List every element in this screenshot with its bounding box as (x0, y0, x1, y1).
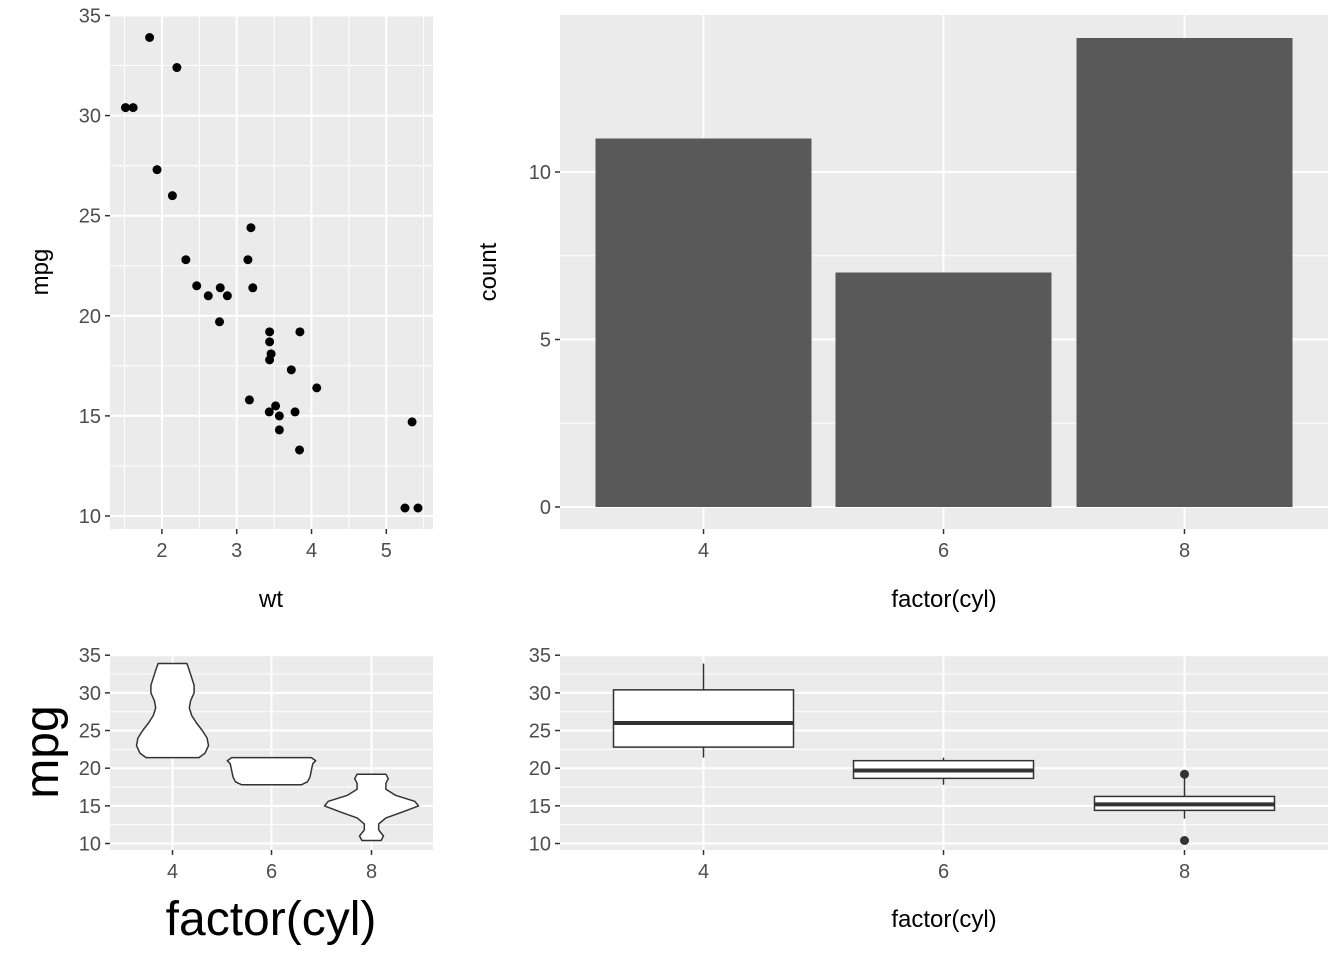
scatter-point (286, 365, 296, 375)
x-tick-label-violin: 6 (266, 861, 277, 883)
scatter-point (215, 317, 225, 327)
box-4 (612, 689, 795, 748)
x-gridlines-scatter (160, 15, 388, 529)
y-tick-label-box: 25 (529, 721, 551, 743)
x-tick-label-box: 8 (1179, 861, 1190, 883)
scatter-point (295, 445, 305, 455)
scatter-point (271, 401, 281, 411)
x-axis-title-scatter: wt (258, 586, 283, 613)
y-tick-label-violin: 20 (79, 758, 101, 780)
boxes (612, 663, 1276, 845)
y-tick-label-violin: 25 (79, 721, 101, 743)
violins (135, 662, 420, 842)
scatter-point (243, 255, 253, 265)
x-tick-label-scatter: 3 (231, 540, 242, 562)
bar-4 (595, 138, 812, 507)
outlier-point (1180, 769, 1189, 779)
scatter-point (400, 503, 410, 513)
y-axis-title-scatter: mpg (27, 249, 54, 296)
y-tick-label-bar: 5 (540, 330, 551, 352)
panel-background-scatter (110, 15, 433, 529)
bars (595, 38, 1293, 507)
x-tick-label-bar: 8 (1179, 540, 1190, 562)
x-tick-label-box: 6 (938, 861, 949, 883)
x-tick-label-scatter: 4 (306, 540, 317, 562)
y-gridlines-scatter (110, 14, 433, 518)
y-tick-label-box: 35 (529, 645, 551, 667)
x-tick-label-violin: 4 (167, 861, 178, 883)
scatter-point (265, 355, 275, 365)
x-axis-title-violin: factor(cyl) (166, 893, 377, 946)
x-tick-label-violin: 8 (366, 861, 377, 883)
x-tick-label-scatter: 2 (156, 540, 167, 562)
bar-6 (835, 272, 1052, 507)
violin-4 (135, 662, 210, 759)
scatter-point (312, 383, 322, 393)
scatter-point (181, 255, 191, 265)
y-tick-label-scatter: 30 (79, 106, 101, 128)
violin-6 (226, 756, 317, 786)
outlier-point (1180, 836, 1189, 845)
scatter-point (248, 283, 258, 293)
scatter-point (264, 407, 274, 417)
y-tick-label-scatter: 15 (79, 406, 101, 428)
y-tick-label-scatter: 10 (79, 506, 101, 528)
y-tick-label-violin: 10 (79, 834, 101, 856)
y-axis-title-bar: count (475, 242, 502, 301)
x-tick-label-box: 4 (698, 861, 709, 883)
violin-8 (323, 773, 420, 842)
x-axis-title-bar: factor(cyl) (891, 586, 996, 613)
y-tick-label-bar: 10 (529, 162, 551, 184)
y-tick-label-scatter: 20 (79, 306, 101, 328)
scatter-point (121, 103, 130, 113)
x-tick-label-bar: 4 (698, 540, 709, 562)
scatter-point (203, 291, 213, 301)
scatter-point (290, 407, 300, 417)
scatter-point (215, 283, 225, 293)
y-tick-label-violin: 35 (79, 645, 101, 667)
scatter-point (407, 417, 417, 427)
scatter-point (172, 63, 182, 73)
scatter-point (246, 223, 256, 233)
y-axis-title-violin: mpg (16, 705, 69, 798)
y-tick-label-box: 10 (529, 834, 551, 856)
y-tick-label-scatter: 25 (79, 206, 101, 228)
scatter-point (222, 291, 232, 301)
scatter-points (121, 33, 423, 513)
scatter-point (274, 411, 284, 421)
y-tick-label-violin: 15 (79, 796, 101, 818)
scatter-point (244, 395, 254, 405)
scatter-point (167, 191, 177, 201)
y-tick-label-bar: 0 (540, 497, 551, 519)
scatter-point (274, 425, 284, 435)
scatter-point (295, 327, 305, 337)
y-tick-label-box: 20 (529, 758, 551, 780)
x-axis-title-box: factor(cyl) (891, 906, 996, 933)
x-minor-gridlines-scatter (124, 15, 425, 529)
y-tick-label-scatter: 35 (79, 5, 101, 27)
scatter-point (265, 327, 275, 337)
x-tick-label-bar: 6 (938, 540, 949, 562)
y-tick-label-box: 15 (529, 796, 551, 818)
x-tick-label-scatter: 5 (381, 540, 392, 562)
bar-8 (1076, 38, 1293, 507)
scatter-point (265, 337, 275, 347)
y-tick-label-violin: 30 (79, 683, 101, 705)
scatter-point (192, 281, 202, 291)
scatter-point (152, 165, 162, 175)
scatter-point (413, 503, 423, 513)
scatter-point (145, 33, 155, 42)
y-tick-label-box: 30 (529, 683, 551, 705)
scatter-point (128, 103, 138, 113)
